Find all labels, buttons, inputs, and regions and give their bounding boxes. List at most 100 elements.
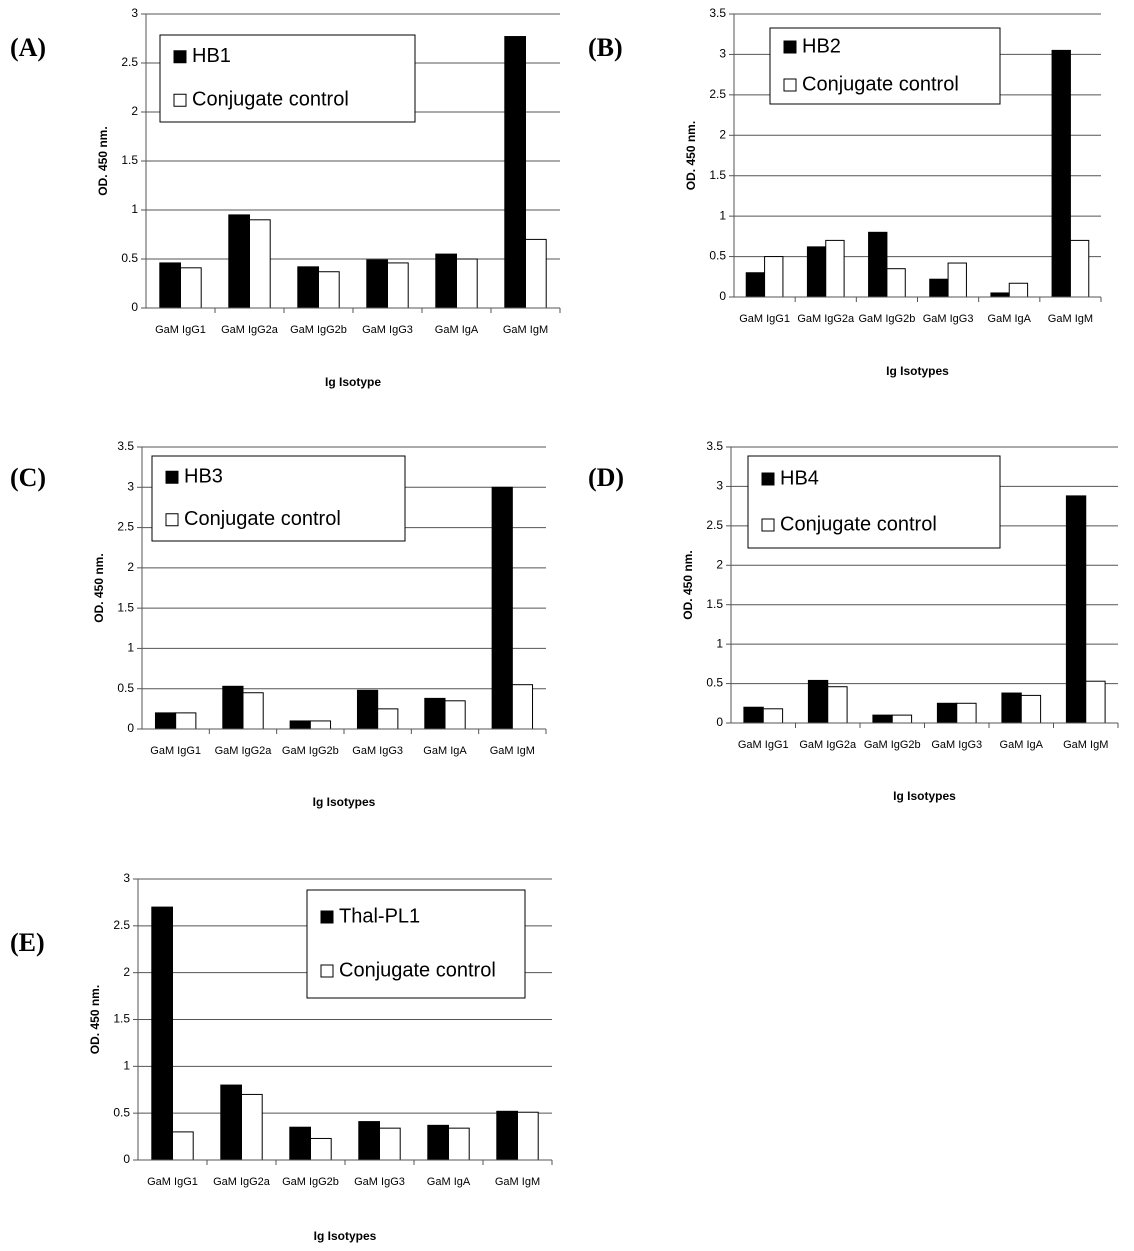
legend-swatch [166,514,178,526]
x-tick-label: GaM IgG3 [931,739,982,751]
x-tick-label: GaM IgA [988,313,1032,325]
bar [505,37,526,308]
bar [869,232,887,297]
y-tick-label: 3 [131,6,138,20]
x-tick-label: GaM IgA [427,1176,471,1188]
y-tick-label: 0 [131,300,138,314]
y-tick-label: 2.5 [117,520,134,534]
x-tick-label: GaM IgA [423,745,467,757]
bar [152,907,173,1160]
x-tick-label: GaM IgG2b [282,1176,339,1188]
x-tick-label: GaM IgG2a [799,739,857,751]
bar [746,273,764,297]
bar [492,487,512,729]
y-tick-label: 0 [127,721,134,735]
legend-swatch [784,79,796,91]
x-tick-label: GaM IgG1 [738,739,789,751]
bar [311,1138,332,1160]
legend-label: HB4 [780,467,819,489]
bar [181,268,202,308]
x-tick-label: GaM IgG2b [864,739,921,751]
bar [357,690,377,729]
bar [526,239,547,308]
y-tick-label: 3 [716,479,723,493]
bar [221,1085,242,1160]
x-axis-title: Ig Isotypes [886,364,949,378]
bar [378,709,398,729]
y-tick-label: 0.5 [117,681,134,695]
bar [1086,681,1105,723]
bar [807,247,825,297]
x-tick-label: GaM IgM [490,745,535,757]
y-tick-label: 0 [716,715,723,729]
bar [359,1122,380,1160]
bar [930,279,948,297]
y-tick-label: 1 [123,1059,130,1073]
x-tick-label: GaM IgG1 [150,745,201,757]
x-tick-label: GaM IgM [503,324,548,336]
bar [173,1132,194,1160]
x-tick-label: GaM IgG3 [354,1176,405,1188]
bar [290,1127,311,1160]
x-tick-label: GaM IgG1 [739,313,790,325]
bar [388,263,409,308]
bar [937,703,956,723]
bar [1070,240,1088,297]
legend-label: Conjugate control [184,508,341,530]
bar [310,721,330,729]
x-axis-title: Ig Isotypes [893,789,956,803]
bar [436,254,457,308]
y-tick-label: 2 [719,127,726,141]
legend-label: Conjugate control [192,89,349,111]
bar [892,715,911,723]
bar [808,680,827,723]
panel-label: (D) [588,463,624,492]
bar [298,267,319,308]
y-tick-label: 2 [131,104,138,118]
y-tick-label: 3.5 [117,439,134,453]
bar [1009,283,1027,297]
legend-swatch [784,41,796,53]
bar [445,701,465,729]
legend-label: HB3 [184,466,223,488]
y-tick-label: 2.5 [709,87,726,101]
bar [242,1094,263,1160]
bar [828,687,847,723]
bar [765,257,783,297]
y-tick-label: 3 [719,47,726,61]
x-tick-label: GaM IgG2a [215,745,273,757]
bar [497,1111,518,1160]
bar [873,715,892,723]
y-tick-label: 2 [123,965,130,979]
panel-label: (A) [10,33,46,62]
bar [243,693,263,729]
y-tick-label: 0.5 [706,676,723,690]
legend-swatch [762,473,774,485]
legend-label: Conjugate control [339,959,496,981]
legend-swatch [321,911,333,923]
y-tick-label: 1.5 [706,597,723,611]
figure: 0 0.5 1 1.5 2 2.5 3 GaM IgG1 GaM IgG2a GaM IgG2b G… [0,0,1134,1246]
y-tick-label: 0.5 [121,251,138,265]
x-tick-label: GaM IgM [1048,313,1093,325]
bar [1066,496,1085,723]
x-tick-label: GaM IgM [1063,739,1108,751]
y-tick-label: 1 [719,208,726,222]
bar [457,259,478,308]
y-tick-label: 2.5 [113,918,130,932]
bar [744,707,763,723]
bar [826,240,844,297]
y-tick-label: 3.5 [706,439,723,453]
bar [367,260,388,308]
bar [428,1125,449,1160]
y-tick-label: 2.5 [121,55,138,69]
panel-label: (C) [10,463,46,492]
bar [1021,695,1040,723]
y-tick-label: 3 [123,871,130,885]
bar [380,1128,401,1160]
x-tick-label: GaM IgG3 [923,313,974,325]
chart-panel: 00.511.522.533.5GaM IgG1GaM IgG2aGaM IgG… [588,439,1118,803]
legend-label: HB2 [802,35,841,57]
bar [512,685,532,729]
